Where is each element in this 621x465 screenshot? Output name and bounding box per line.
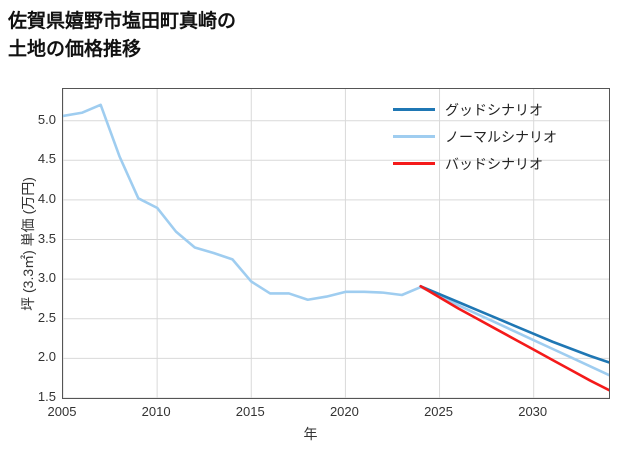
legend-label-good: グッドシナリオ [445, 101, 543, 118]
legend-item-bad: バッドシナリオ [393, 150, 609, 177]
plot-area [62, 88, 610, 399]
y-tick-label: 4.5 [37, 151, 56, 167]
x-tick-label: 2030 [518, 404, 548, 419]
legend-swatch-normal [393, 135, 435, 138]
x-tick-label: 2025 [424, 404, 453, 419]
chart-svg [63, 89, 609, 398]
x-tick-label: 2005 [47, 404, 77, 419]
y-tick-label: 2.0 [37, 349, 56, 365]
legend-swatch-good [393, 108, 435, 111]
y-tick-label: 5.0 [37, 111, 56, 127]
legend-label-bad: バッドシナリオ [445, 155, 543, 172]
y-tick-label: 4.0 [37, 190, 56, 206]
page-title: 佐賀県嬉野市塩田町真崎の 土地の価格推移 [8, 11, 237, 60]
y-tick-label: 1.5 [37, 389, 56, 404]
x-tick-label: 2010 [141, 404, 171, 419]
legend-swatch-bad [393, 162, 435, 165]
chart-legend: グッドシナリオ ノーマルシナリオ バッドシナリオ [393, 92, 609, 177]
x-axis-label: 年 [303, 426, 318, 442]
y-tick-label: 2.5 [37, 309, 56, 325]
x-tick-label: 2020 [329, 404, 359, 419]
legend-item-normal: ノーマルシナリオ [393, 123, 609, 150]
y-tick-label: 3.0 [37, 270, 56, 286]
legend-label-normal: ノーマルシナリオ [445, 128, 557, 145]
x-tick-label: 2015 [235, 404, 265, 419]
y-tick-label: 3.5 [37, 230, 56, 246]
legend-item-good: グッドシナリオ [393, 96, 609, 123]
